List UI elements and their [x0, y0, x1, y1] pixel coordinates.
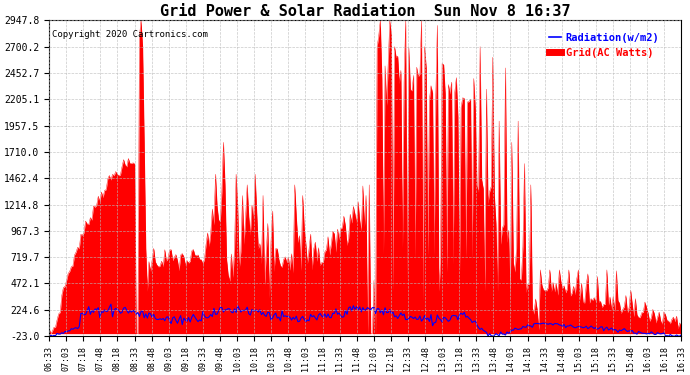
Text: Copyright 2020 Cartronics.com: Copyright 2020 Cartronics.com [52, 30, 208, 39]
Legend: Radiation(w/m2), Grid(AC Watts): Radiation(w/m2), Grid(AC Watts) [544, 29, 664, 62]
Title: Grid Power & Solar Radiation  Sun Nov 8 16:37: Grid Power & Solar Radiation Sun Nov 8 1… [160, 4, 571, 19]
